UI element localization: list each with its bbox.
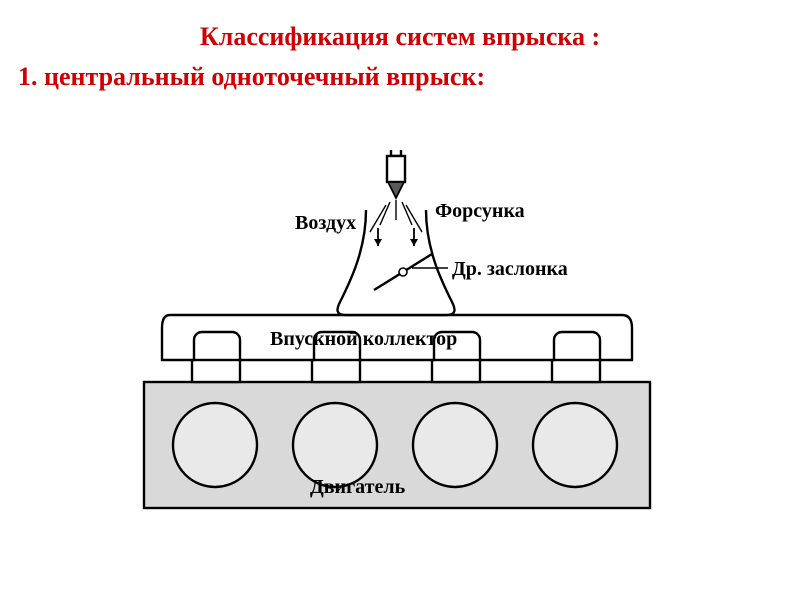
label-manifold: Впускной коллектор (270, 328, 457, 351)
page-subtitle: 1. центральный одноточечный впрыск: (0, 52, 800, 92)
label-engine: Двигатель (310, 476, 405, 499)
label-throttle: Др. заслонка (452, 258, 568, 281)
label-injector: Форсунка (435, 200, 525, 223)
page-title: Классификация систем впрыска : (0, 0, 800, 52)
label-air: Воздух (295, 212, 356, 235)
diagram-container: Воздух Форсунка Др. заслонка Впускной ко… (130, 150, 670, 530)
